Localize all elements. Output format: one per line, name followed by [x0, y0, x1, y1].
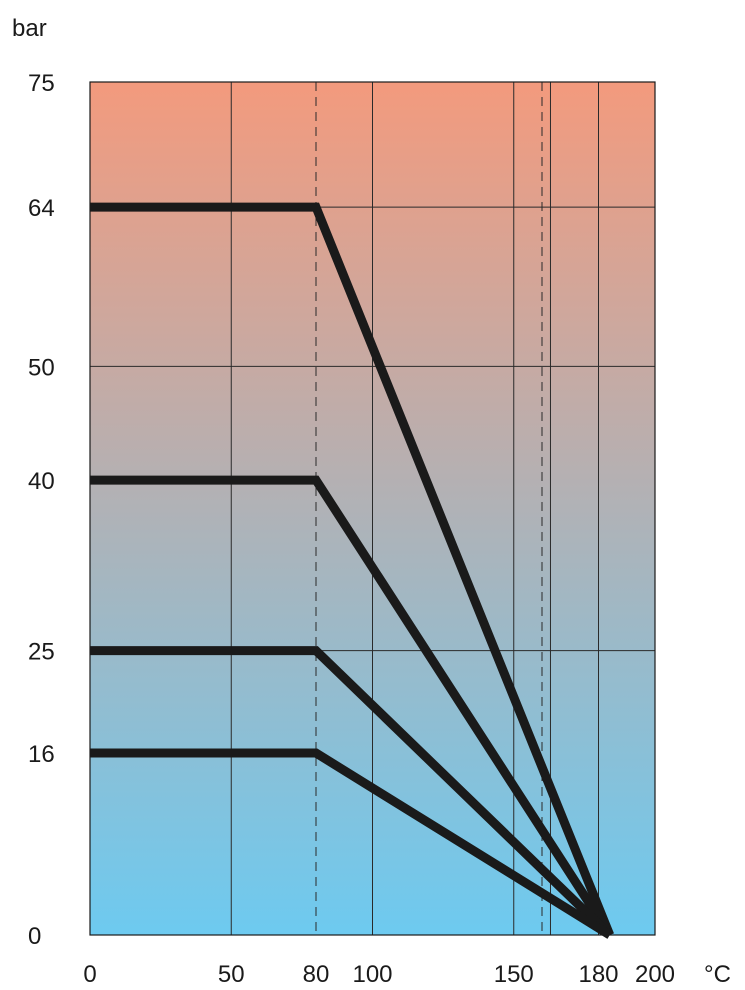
y-axis-ticks: 0 16 25 40 50 64 75 [28, 70, 55, 950]
y-tick-label: 25 [28, 639, 55, 666]
x-tick-label: 0 [83, 961, 96, 988]
series-line [90, 646, 613, 939]
x-tick-label: 150 [494, 961, 534, 988]
x-tick-label: 200 [635, 961, 675, 988]
y-tick-label: 16 [28, 741, 55, 768]
series-line [90, 748, 613, 939]
x-axis-label: °C [704, 961, 731, 988]
x-tick-label: 80 [303, 961, 330, 988]
series-line [90, 475, 614, 938]
y-tick-label: 64 [28, 195, 55, 222]
y-tick-label: 0 [28, 923, 41, 950]
y-axis-label: bar [12, 15, 47, 42]
x-axis-ticks: 0 50 80 100 150 180 200 [83, 961, 675, 988]
y-tick-label: 40 [28, 468, 55, 495]
series-lines [90, 202, 614, 939]
y-tick-label: 50 [28, 354, 55, 381]
x-tick-label: 100 [352, 961, 392, 988]
x-tick-label: 180 [578, 961, 618, 988]
plot-frame [89, 81, 656, 936]
x-tick-label: 50 [218, 961, 245, 988]
series-line [90, 202, 614, 937]
y-tick-label: 75 [28, 70, 55, 97]
